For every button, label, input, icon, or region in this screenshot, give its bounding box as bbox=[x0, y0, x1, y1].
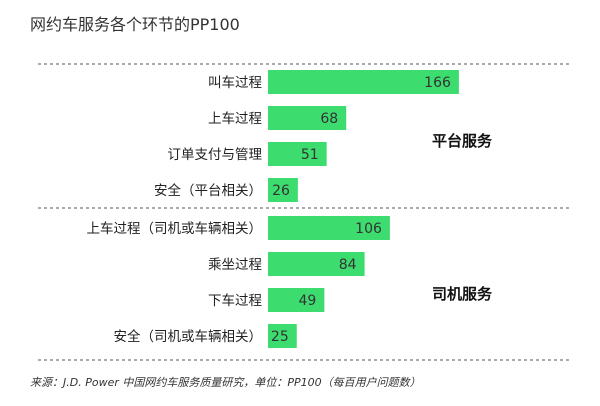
group-label: 平台服务 bbox=[432, 132, 493, 150]
group-label: 司机服务 bbox=[432, 285, 493, 303]
value-label: 25 bbox=[271, 329, 289, 345]
value-label: 166 bbox=[424, 75, 451, 91]
category-label: 乘坐过程 bbox=[208, 257, 262, 273]
bar bbox=[268, 142, 327, 166]
category-label: 安全（平台相关） bbox=[154, 182, 262, 199]
bar bbox=[268, 252, 365, 276]
category-label: 安全（司机或车辆相关） bbox=[114, 328, 263, 345]
category-label: 下车过程 bbox=[208, 292, 262, 309]
chart-title: 网约车服务各个环节的PP100 bbox=[30, 15, 240, 34]
divider-lines bbox=[38, 63, 572, 361]
bar bbox=[268, 106, 347, 130]
value-label: 84 bbox=[339, 257, 357, 273]
bar bbox=[268, 288, 325, 312]
value-label: 68 bbox=[320, 111, 338, 127]
value-label: 26 bbox=[272, 183, 290, 199]
category-label: 叫车过程 bbox=[208, 74, 262, 91]
value-label: 106 bbox=[355, 221, 382, 237]
bar bbox=[268, 70, 459, 94]
source-note: 来源：J.D. Power 中国网约车服务质量研究，单位：PP100（每百用户问… bbox=[30, 376, 421, 389]
bar bbox=[268, 178, 298, 202]
value-label: 51 bbox=[301, 147, 319, 163]
category-label: 上车过程 bbox=[208, 110, 262, 127]
bars-layer: 叫车过程 166 上车过程 68 订单支付与管理 51 安全（平台相关） 26 平台服务上车过程… bbox=[87, 70, 493, 348]
value-label: 49 bbox=[299, 293, 317, 309]
category-label: 上车过程（司机或车辆相关） bbox=[87, 220, 263, 237]
bar bbox=[268, 324, 297, 348]
bar bbox=[268, 216, 390, 240]
category-label: 订单支付与管理 bbox=[168, 147, 263, 163]
